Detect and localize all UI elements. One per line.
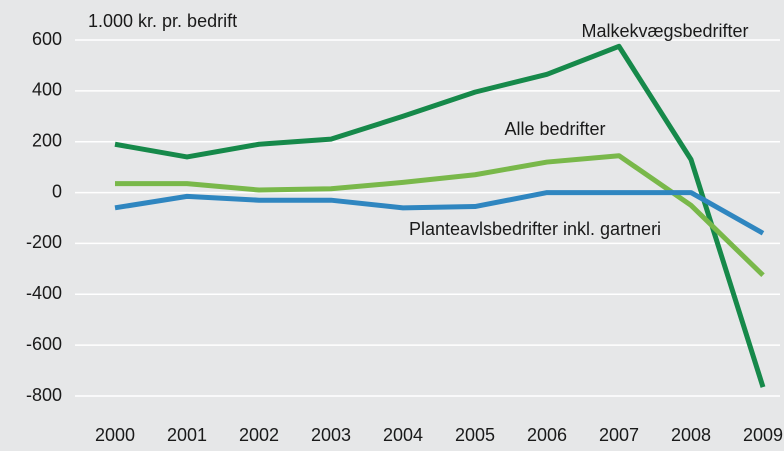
x-tick-label: 2009 (743, 425, 783, 445)
x-tick-label: 2000 (95, 425, 135, 445)
y-tick-label: -800 (26, 385, 62, 405)
x-tick-label: 2005 (455, 425, 495, 445)
y-tick-label: 600 (32, 29, 62, 49)
y-tick-label: -400 (26, 283, 62, 303)
series-label: Alle bedrifter (504, 119, 605, 139)
series-label: Malkekvægsbedrifter (581, 21, 748, 41)
y-tick-label: 400 (32, 80, 62, 100)
x-tick-label: 2001 (167, 425, 207, 445)
y-tick-label: 0 (52, 181, 62, 201)
series-label: Planteavlsbedrifter inkl. gartneri (409, 219, 661, 239)
x-tick-label: 2008 (671, 425, 711, 445)
x-tick-label: 2002 (239, 425, 279, 445)
x-tick-label: 2003 (311, 425, 351, 445)
y-tick-label: 200 (32, 130, 62, 150)
series-line (114, 190, 765, 236)
y-tick-label: -200 (26, 232, 62, 252)
x-tick-label: 2007 (599, 425, 639, 445)
x-tick-label: 2006 (527, 425, 567, 445)
y-tick-label: -600 (26, 334, 62, 354)
x-tick-label: 2004 (383, 425, 423, 445)
y-axis-label: 1.000 kr. pr. bedrift (88, 11, 237, 31)
series-line (115, 153, 765, 278)
series-line (114, 43, 766, 388)
